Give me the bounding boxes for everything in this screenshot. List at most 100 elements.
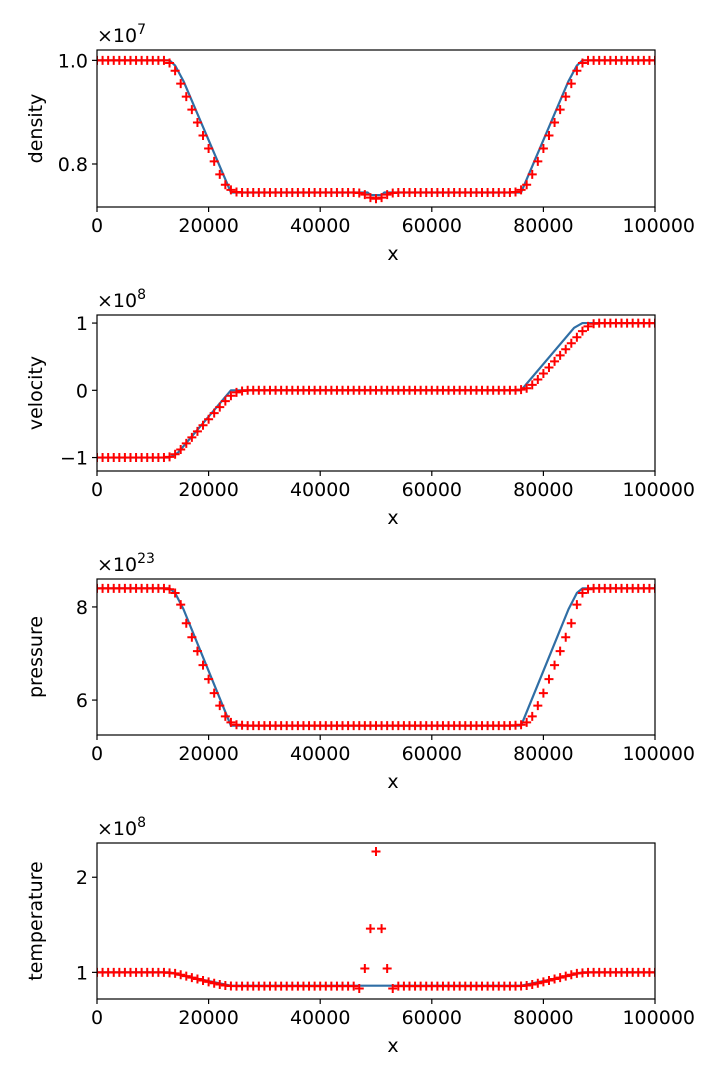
- data-point: [165, 584, 175, 594]
- data-point: [215, 402, 225, 412]
- data-point: [555, 105, 565, 115]
- data-point: [555, 973, 565, 983]
- data-point: [650, 318, 655, 328]
- data-point: [170, 968, 180, 978]
- marker-series: [97, 583, 655, 731]
- data-point: [516, 385, 526, 395]
- x-tick-label: 0: [91, 215, 103, 237]
- data-point: [204, 143, 214, 153]
- axes-frame: [96, 49, 656, 208]
- x-tick-label: 100000: [622, 1007, 695, 1029]
- data-point: [538, 977, 548, 987]
- plot-area: [97, 55, 655, 204]
- x-tick-label: 60000: [402, 743, 462, 765]
- data-point: [181, 438, 191, 448]
- data-point: [170, 588, 180, 598]
- data-point: [538, 369, 548, 378]
- data-point: [550, 974, 560, 984]
- x-tick-label: 60000: [402, 1007, 462, 1029]
- x-tick-label: 0: [91, 1007, 103, 1029]
- marker-series: [97, 318, 655, 463]
- plot-area: [97, 847, 655, 994]
- data-point: [577, 326, 587, 336]
- data-point: [198, 130, 208, 140]
- data-point: [522, 717, 532, 727]
- data-point: [522, 383, 532, 393]
- subplot-pressure: 0 20000 40000 60000 80000 100000 6 8 x pressure ×1…: [25, 551, 695, 793]
- data-point: [566, 618, 576, 628]
- data-point: [382, 964, 392, 974]
- data-point: [527, 980, 537, 990]
- data-point: [204, 414, 214, 424]
- subplot-temperature: 0 20000 40000 60000 80000 100000 1 2 x temperatur…: [25, 815, 695, 1057]
- data-point: [561, 344, 571, 354]
- data-point: [192, 426, 202, 436]
- plot-area: [97, 318, 655, 463]
- data-point: [533, 701, 543, 711]
- data-point: [511, 187, 520, 197]
- x-tick-label: 80000: [513, 215, 573, 237]
- data-point: [377, 924, 387, 934]
- data-point: [170, 66, 180, 76]
- marker-series: [97, 847, 655, 994]
- x-axis-label: x: [387, 771, 398, 793]
- y-tick-label: 1.0: [58, 50, 88, 72]
- data-point: [159, 55, 169, 65]
- y-tick-label: 1: [76, 313, 88, 335]
- data-point: [382, 190, 392, 200]
- data-point: [527, 711, 537, 721]
- data-point: [204, 977, 214, 987]
- subplot-velocity: 0 20000 40000 60000 80000 100000−101xvelocity…: [25, 287, 695, 529]
- data-point: [583, 321, 593, 331]
- data-point: [544, 674, 554, 684]
- y-tick-label: 6: [76, 690, 88, 712]
- data-point: [176, 600, 186, 610]
- data-point: [544, 130, 554, 140]
- x-axis-label: x: [387, 507, 398, 529]
- data-point: [226, 185, 236, 195]
- x-tick-label: 60000: [402, 215, 462, 237]
- scale-offset-label: ×108: [97, 815, 146, 840]
- data-point: [187, 105, 197, 115]
- data-point: [550, 660, 560, 670]
- data-point: [371, 847, 381, 857]
- data-point: [181, 92, 191, 102]
- x-tick-label: 40000: [290, 215, 350, 237]
- data-point: [388, 984, 398, 994]
- data-point: [650, 55, 655, 65]
- data-point: [165, 58, 175, 68]
- data-point: [561, 971, 571, 981]
- data-point: [176, 79, 186, 89]
- data-point: [533, 375, 543, 385]
- data-point: [215, 169, 225, 179]
- x-tick-label: 20000: [178, 479, 238, 501]
- x-tick-label: 20000: [178, 1007, 238, 1029]
- y-tick-label: 2: [76, 867, 88, 889]
- data-point: [365, 193, 375, 203]
- data-point: [209, 978, 219, 988]
- data-point: [198, 660, 208, 670]
- data-point: [516, 185, 526, 195]
- data-point: [192, 646, 202, 656]
- axes-frame: [96, 314, 656, 472]
- axes-frame: [96, 578, 656, 736]
- data-point: [181, 971, 191, 981]
- x-tick-label: 80000: [513, 743, 573, 765]
- x-tick-label: 0: [91, 479, 103, 501]
- y-axis-label: density: [25, 94, 47, 164]
- y-tick-label: 1: [76, 962, 88, 984]
- scale-offset-label: ×1023: [97, 551, 155, 576]
- data-point: [220, 711, 230, 721]
- data-point: [544, 975, 554, 985]
- data-point: [516, 720, 526, 730]
- scale-offset-label: ×108: [97, 287, 146, 312]
- y-tick-label: 0.8: [58, 154, 88, 176]
- scale-offset-label: ×107: [97, 22, 146, 47]
- data-point: [566, 970, 576, 980]
- marker-series: [97, 55, 655, 204]
- data-point: [187, 632, 197, 642]
- y-axis-label: pressure: [25, 616, 47, 698]
- plot-area: [97, 583, 655, 731]
